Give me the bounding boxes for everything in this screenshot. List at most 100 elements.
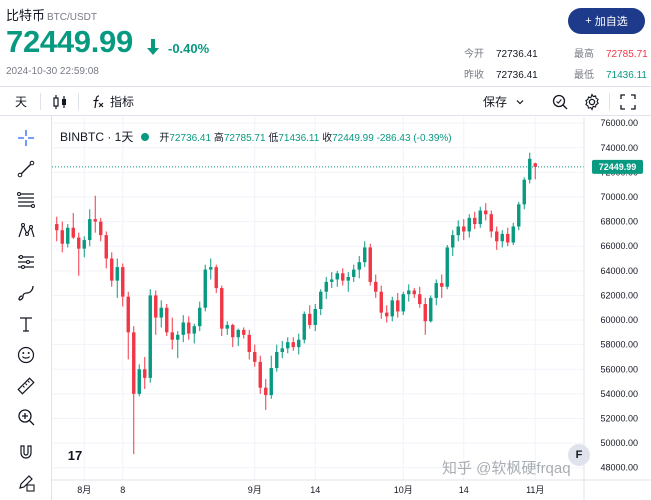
candle [533,162,537,180]
candle-body [489,214,493,232]
candle-body [82,240,86,249]
timestamp: 2024-10-30 22:59:08 [6,66,99,77]
candle [308,305,312,329]
candle-body [445,247,449,287]
candle-body [242,329,246,335]
candle-body [231,324,235,338]
stat-high: 最高 72785.71 [574,49,648,60]
candle [148,289,152,383]
candle [407,284,411,302]
candle-body [209,267,213,270]
status-dot [141,133,150,141]
candle-body [495,231,499,242]
candle-body [357,262,361,270]
price-chart[interactable]: 76000.0074000.0072000.0070000.0068000.00… [52,117,651,500]
candle-body [165,307,169,333]
horizontal-lines-icon [17,192,35,208]
candle-body [401,294,405,312]
candle [528,152,532,184]
text-tool[interactable] [14,312,38,336]
trendline-icon [17,160,35,178]
brush-tool[interactable] [14,281,38,305]
interval-button[interactable]: 天 [15,95,28,109]
y-tick-label: 50000.00 [600,438,638,448]
add-watchlist-button[interactable]: + 加自选 [568,8,645,34]
candle-type-button[interactable] [52,87,68,116]
candle-body [346,276,350,281]
candle-body [478,210,482,225]
candle-body [275,352,279,369]
candle-body [308,313,312,325]
candle [126,291,130,360]
save-button[interactable]: 保存 [483,87,525,116]
candle-body [121,267,125,297]
candle-body [214,267,218,289]
candle [330,272,334,289]
drawing-toolbar [0,116,52,500]
pattern-tool[interactable] [14,219,38,243]
price-change: -0.40% [168,41,210,56]
candlestick-icon [53,94,66,109]
candle-body [264,387,268,396]
candle [473,211,477,229]
candle [522,177,526,210]
fullscreen-icon [620,93,636,110]
zoom-tool[interactable] [14,405,38,429]
candle-body [297,339,301,348]
candle-body [368,247,372,282]
candle-body [467,217,471,232]
quick-search-button[interactable] [551,87,569,116]
candle-body [176,334,180,340]
symbol-pair: BTC/USDT [47,12,98,23]
candle [495,226,499,250]
candle-body [187,322,191,334]
ruler-tool[interactable] [14,374,38,398]
candle [280,340,284,359]
emoji-tool[interactable] [14,343,38,367]
lock-drawings-tool[interactable] [14,470,38,494]
y-tick-label: 62000.00 [600,290,638,300]
y-tick-label: 64000.00 [600,266,638,276]
candle [429,295,433,323]
forecast-tool[interactable] [14,250,38,274]
y-tick-label: 68000.00 [600,217,638,227]
candle-body [390,300,394,317]
candle-body [352,269,356,277]
candle [170,317,174,350]
candle [121,263,125,307]
settings-button[interactable] [583,87,601,116]
last-price-label: 72449.99 [592,159,643,174]
candle [236,328,240,346]
candle-body [319,291,323,309]
indicators-button[interactable]: 指标 [90,87,134,116]
candle [264,379,268,410]
candle-body [484,210,488,215]
gear-icon [585,92,599,111]
candle-body [440,283,444,287]
candle-body [374,281,378,292]
candle [396,292,400,318]
candle [511,222,515,245]
candle [77,232,81,276]
candle-body [286,342,290,349]
trendline-tool[interactable] [14,157,38,181]
candle-body [181,322,185,335]
candle-body [192,326,196,334]
svg-text:72449.99: 72449.99 [599,162,637,172]
candle-body [291,342,295,348]
candle-body [104,235,108,259]
tradingview-logo[interactable]: 17 [67,447,83,463]
candle-body [269,368,273,396]
candle [225,321,229,335]
fullscreen-button[interactable] [620,87,636,116]
crosshair-icon [18,130,34,146]
crosshair-tool[interactable] [14,126,38,150]
candle [247,329,251,360]
magnet-tool[interactable] [14,440,38,464]
candle-body [511,226,515,243]
fib-tool[interactable] [14,188,38,212]
f-button[interactable]: F [568,444,590,466]
candle [319,289,323,316]
candle [385,305,389,323]
smiley-icon [17,346,35,364]
